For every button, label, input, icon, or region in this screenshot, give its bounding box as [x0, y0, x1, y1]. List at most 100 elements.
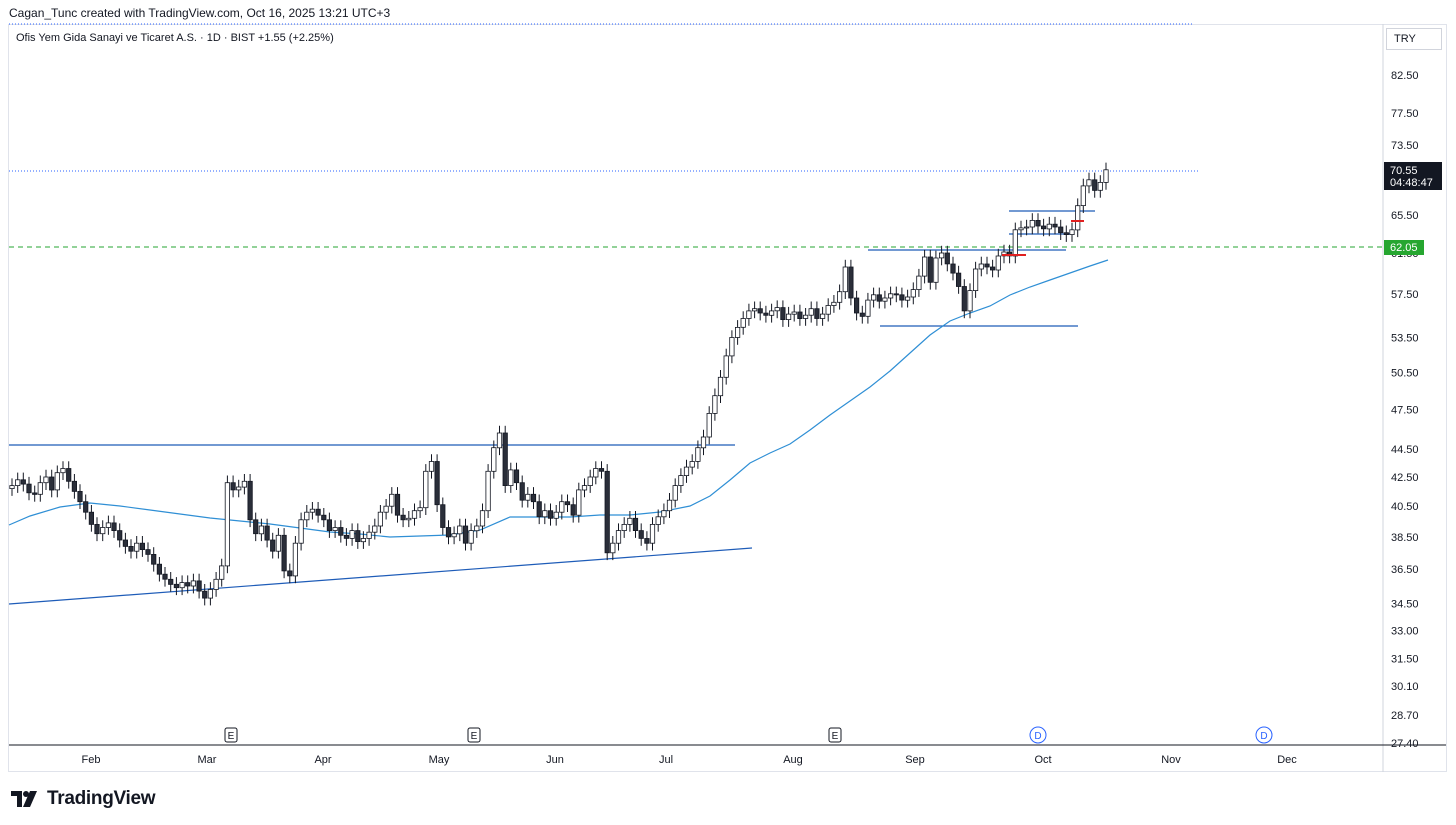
candle	[570, 497, 576, 523]
candle	[151, 547, 157, 572]
candle	[66, 461, 72, 489]
time-tick-jul: Jul	[659, 754, 673, 766]
currency-selector[interactable]: TRY	[1386, 28, 1442, 50]
candle	[525, 487, 531, 508]
rising-support-line[interactable]	[8, 547, 753, 605]
candle	[712, 388, 718, 421]
candle	[139, 536, 145, 557]
candle	[990, 259, 996, 278]
candle	[564, 494, 571, 512]
candle	[179, 575, 185, 596]
candle	[202, 584, 208, 606]
candle	[661, 503, 667, 525]
time-axis[interactable]: Feb Mar Apr May Jun Jul Aug Sep Oct Nov Dec	[82, 754, 1298, 766]
earnings-marker-0[interactable]: E	[224, 727, 238, 743]
tradingview-logo: TradingView	[11, 788, 156, 810]
price-tick-7: 53.50	[1391, 333, 1419, 345]
candle	[950, 256, 956, 281]
price-tick-19: 28.70	[1391, 710, 1419, 722]
last-price-label: 70.55 04:48:47	[1384, 162, 1442, 190]
candle	[729, 330, 735, 364]
price-tick-18: 30.10	[1391, 681, 1419, 693]
candle	[355, 523, 361, 549]
candle	[683, 459, 690, 483]
price-tick-9: 47.50	[1391, 405, 1419, 417]
candle	[377, 505, 384, 534]
candle	[576, 482, 582, 523]
candle	[655, 509, 661, 532]
candle	[735, 320, 741, 345]
price-tick-4: 65.50	[1391, 210, 1419, 222]
candle	[1097, 175, 1103, 198]
price-tick-15: 34.50	[1391, 598, 1419, 610]
candle	[162, 567, 168, 587]
candle	[791, 304, 797, 322]
time-tick-may: May	[429, 754, 450, 766]
candle	[457, 518, 463, 542]
price-tick-12: 40.50	[1391, 501, 1419, 513]
price-axis[interactable]: 82.5077.5073.5065.5061.5057.5053.5050.50…	[1391, 70, 1419, 750]
earnings-marker-1[interactable]: E	[467, 727, 481, 743]
candle	[219, 558, 225, 587]
candle	[122, 532, 128, 554]
candle	[32, 485, 38, 502]
candle	[213, 572, 219, 597]
candle	[360, 531, 367, 549]
candle	[60, 461, 66, 480]
time-tick-jun: Jun	[546, 754, 564, 766]
dividend-marker-3[interactable]: D	[1029, 726, 1047, 744]
candle	[71, 474, 77, 499]
candle	[49, 469, 55, 498]
candle	[916, 268, 922, 297]
candle	[1092, 172, 1098, 198]
candle	[542, 503, 548, 525]
symbol-legend[interactable]: Ofis Yem Gida Sanayi ve Ticaret A.S. · 1…	[16, 32, 334, 44]
candle	[644, 531, 650, 551]
candle	[587, 469, 593, 493]
candle	[117, 523, 123, 548]
candle	[803, 308, 809, 326]
candle	[270, 532, 276, 559]
candle	[236, 479, 242, 498]
time-tick-aug: Aug	[783, 754, 803, 766]
candle	[508, 462, 514, 493]
candle	[672, 478, 678, 508]
dividend-marker-4[interactable]: D	[1255, 726, 1273, 744]
candle	[264, 518, 270, 548]
candle	[496, 425, 503, 456]
candle	[168, 572, 174, 592]
candle	[825, 298, 831, 322]
candle	[9, 478, 15, 496]
candle	[1035, 213, 1041, 234]
candle	[445, 520, 452, 545]
candle	[740, 311, 746, 335]
chart-pane[interactable]	[8, 24, 1447, 772]
price-tick-10: 44.50	[1391, 444, 1419, 456]
event-marker-label: E	[471, 731, 478, 742]
candle	[94, 517, 100, 542]
time-tick-feb: Feb	[82, 754, 101, 766]
candle	[593, 461, 599, 485]
candle	[888, 286, 894, 306]
earnings-marker-2[interactable]: E	[828, 727, 842, 743]
candle	[105, 515, 111, 535]
candle	[717, 370, 724, 403]
candle	[485, 464, 491, 518]
candle	[428, 454, 435, 479]
candle	[882, 290, 888, 309]
time-tick-sep: Sep	[905, 754, 925, 766]
candle	[700, 429, 707, 456]
candle	[77, 484, 83, 509]
candle	[876, 287, 882, 309]
candle	[366, 524, 372, 546]
candle	[1063, 225, 1069, 242]
candle	[621, 517, 627, 538]
candle	[468, 523, 474, 551]
candle	[372, 518, 378, 540]
candle	[462, 518, 469, 551]
candle	[185, 575, 191, 594]
price-change: +1.55 (+2.25%)	[257, 32, 334, 44]
candle	[479, 503, 486, 534]
